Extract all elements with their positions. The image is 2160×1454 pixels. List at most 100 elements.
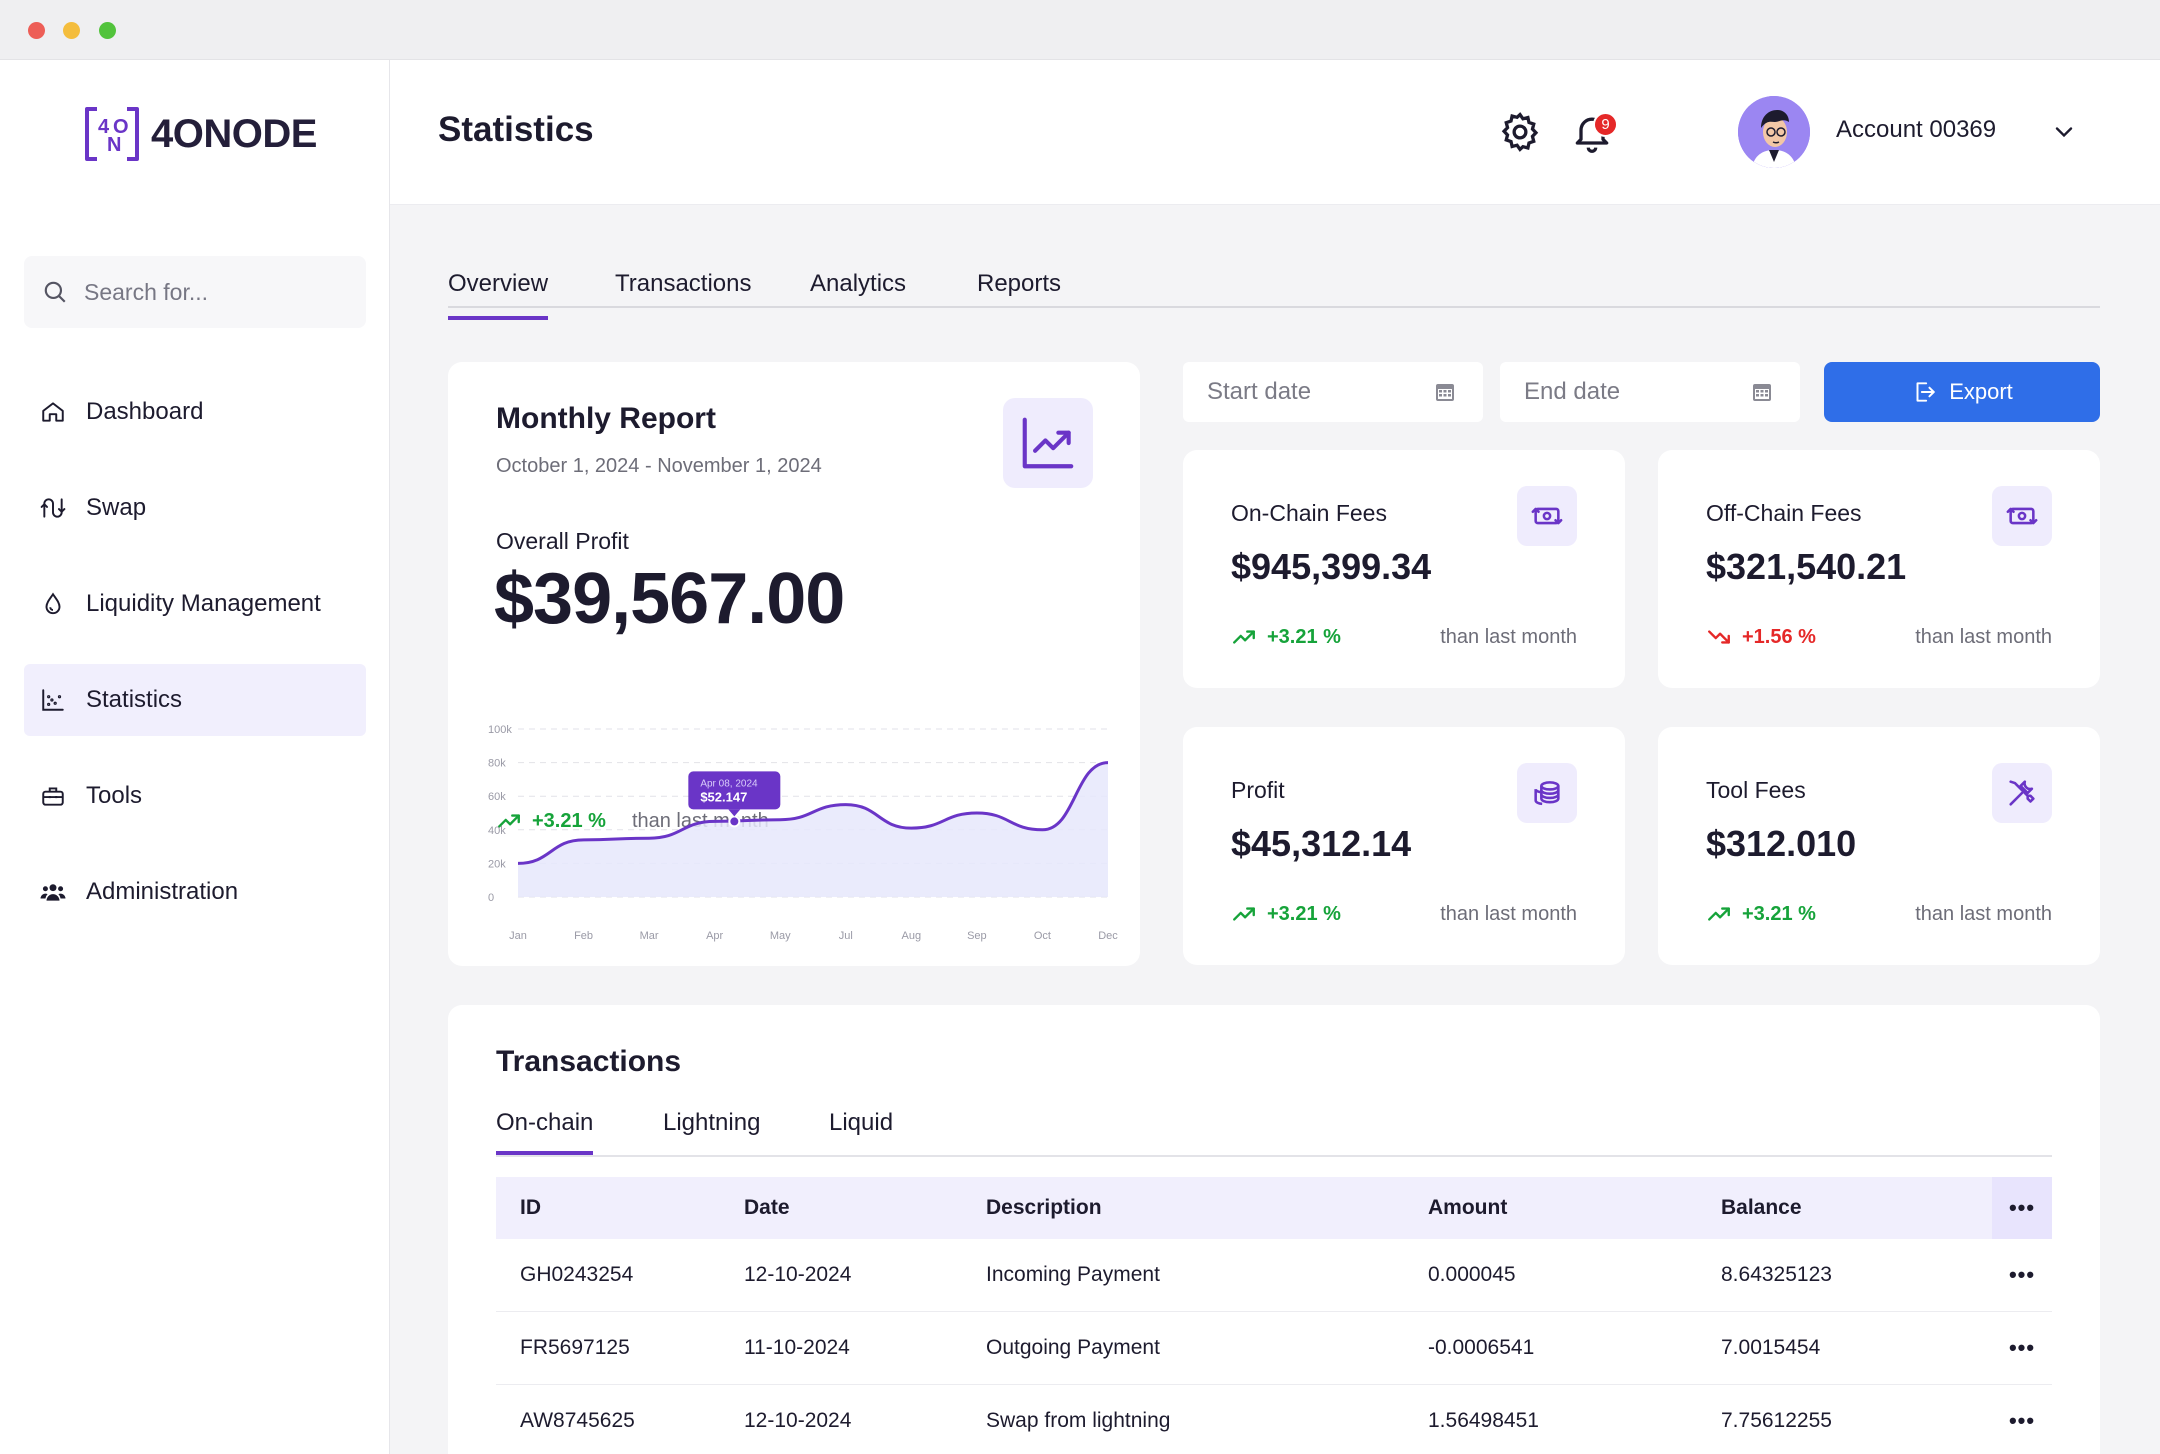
users-icon — [40, 884, 66, 901]
column-header-description[interactable]: Description — [986, 1196, 1102, 1219]
column-header-amount[interactable]: Amount — [1428, 1196, 1508, 1219]
table-row[interactable]: AW8745625 12-10-2024 Swap from lightning… — [496, 1385, 2052, 1454]
sidebar-item-tools[interactable]: Tools — [24, 760, 366, 832]
cell-amount: -0.0006541 — [1428, 1336, 1535, 1359]
trend-percent: +3.21 % — [532, 809, 606, 832]
gear-icon[interactable] — [1498, 110, 1542, 154]
tab-analytics[interactable]: Analytics — [810, 270, 907, 297]
y-tick-label: 0 — [488, 892, 494, 904]
maximize-window-button[interactable] — [99, 22, 116, 39]
tab-lightning[interactable]: Lightning — [663, 1109, 761, 1136]
stat-trend: +1.56 % than last month — [1706, 624, 2052, 650]
start-date-placeholder: Start date — [1207, 378, 1312, 405]
coins-icon — [1517, 763, 1577, 823]
tab-on-chain[interactable]: On-chain — [496, 1109, 594, 1155]
cell-amount: 0.000045 — [1428, 1263, 1516, 1286]
account-name[interactable]: Account 00369 — [1836, 116, 1997, 143]
column-header-date[interactable]: Date — [744, 1196, 790, 1219]
y-tick-label: 80k — [488, 758, 506, 770]
search-icon — [44, 281, 66, 303]
trend-percent: +3.21 % — [1267, 625, 1341, 648]
cell-balance: 8.64325123 — [1721, 1263, 1832, 1286]
cell-id: FR5697125 — [520, 1336, 630, 1359]
row-options-icon[interactable]: ••• — [2008, 1262, 2036, 1287]
stat-value: $945,399.34 — [1231, 546, 1432, 587]
sidebar-item-administration[interactable]: Administration — [24, 856, 366, 928]
stat-trend: +3.21 % than last month — [1231, 624, 1577, 650]
sidebar-item-label: Swap — [86, 494, 147, 521]
cell-date: 12-10-2024 — [744, 1263, 852, 1286]
tab-transactions[interactable]: Transactions — [615, 270, 752, 297]
table-row[interactable]: GH0243254 12-10-2024 Incoming Payment 0.… — [496, 1239, 2052, 1312]
monthly-report-card: Monthly Report October 1, 2024 - Novembe… — [448, 362, 1140, 966]
sidebar-item-swap[interactable]: Swap — [24, 472, 366, 544]
stat-card-profit: Profit $45,312.14 +3.21 % than last mont… — [1183, 727, 1625, 965]
calendar-icon — [1753, 384, 1771, 401]
overall-profit-value: $39,567.00 — [494, 559, 845, 639]
chevron-down-icon[interactable] — [2050, 118, 2078, 146]
avatar[interactable] — [1738, 96, 1810, 168]
stat-value: $45,312.14 — [1231, 823, 1412, 864]
stat-name: Profit — [1231, 777, 1285, 803]
row-options-icon[interactable]: ••• — [2008, 1408, 2036, 1433]
report-chart-icon — [1003, 398, 1093, 488]
x-tick-label: Mar — [640, 930, 659, 942]
sidebar-item-label: Administration — [86, 878, 239, 905]
trend-up-icon — [1233, 907, 1255, 921]
cell-amount: 1.56498451 — [1428, 1409, 1539, 1432]
tab-liquid[interactable]: Liquid — [829, 1109, 894, 1136]
stat-card-on-chain-fees: On-Chain Fees $945,399.34 +3.21 % than l… — [1183, 450, 1625, 688]
transactions-title: Transactions — [496, 1045, 682, 1078]
chart-icon — [42, 689, 64, 711]
report-date-range: October 1, 2024 - November 1, 2024 — [496, 455, 822, 477]
y-tick-label: 20k — [488, 858, 506, 870]
sidebar-item-dashboard[interactable]: Dashboard — [24, 376, 366, 448]
swap-icon — [40, 498, 66, 518]
trend-up-icon — [498, 814, 520, 828]
x-tick-label: Oct — [1034, 930, 1051, 942]
toolbox-icon — [42, 787, 64, 806]
x-tick-label: May — [770, 930, 791, 942]
tooltip-value: $52.147 — [700, 789, 747, 804]
trend-percent: +1.56 % — [1742, 625, 1816, 648]
money-swap-icon — [1517, 486, 1577, 546]
cell-description: Outgoing Payment — [986, 1336, 1160, 1359]
trend-up-icon — [1708, 907, 1730, 921]
money-swap-icon — [1992, 486, 2052, 546]
cell-balance: 7.0015454 — [1721, 1336, 1821, 1359]
minimize-window-button[interactable] — [63, 22, 80, 39]
sidebar-item-liquidity-management[interactable]: Liquidity Management — [24, 568, 366, 640]
stat-name: Tool Fees — [1706, 777, 1806, 803]
row-options-icon[interactable]: ••• — [2008, 1335, 2036, 1360]
start-date-field[interactable]: Start date — [1183, 362, 1483, 422]
column-header-balance[interactable]: Balance — [1721, 1196, 1802, 1219]
stat-card-tool-fees: Tool Fees $312.010 +3.21 % than last mon… — [1658, 727, 2100, 965]
y-tick-label: 40k — [488, 825, 506, 837]
trend-text: than last month — [1440, 625, 1577, 648]
export-button[interactable]: Export — [1824, 362, 2100, 422]
cell-date: 12-10-2024 — [744, 1409, 852, 1432]
tooltip-box — [688, 771, 781, 810]
end-date-field[interactable]: End date — [1500, 362, 1800, 422]
page-tabs: Overview Transactions Analytics Reports — [448, 250, 2100, 320]
table-row[interactable]: FR5697125 11-10-2024 Outgoing Payment -0… — [496, 1312, 2052, 1385]
search-input[interactable] — [84, 278, 334, 306]
cell-description: Incoming Payment — [986, 1263, 1160, 1286]
search-box[interactable] — [24, 256, 366, 328]
stat-value: $321,540.21 — [1706, 546, 1907, 587]
tab-overview[interactable]: Overview — [448, 270, 549, 320]
tab-reports[interactable]: Reports — [977, 270, 1062, 297]
table-header: ID Date Description Amount Balance ••• — [496, 1177, 2052, 1239]
window-titlebar — [0, 0, 2160, 60]
home-icon — [42, 402, 64, 422]
tools-icon — [1992, 763, 2052, 823]
trend-text: than last month — [1915, 902, 2052, 925]
close-window-button[interactable] — [28, 22, 45, 39]
table-options-icon[interactable]: ••• — [1992, 1177, 2052, 1239]
trend-percent: +3.21 % — [1742, 902, 1816, 925]
x-tick-label: Sep — [967, 930, 987, 942]
column-header-id[interactable]: ID — [520, 1196, 541, 1219]
sidebar-item-statistics[interactable]: Statistics — [24, 664, 366, 736]
